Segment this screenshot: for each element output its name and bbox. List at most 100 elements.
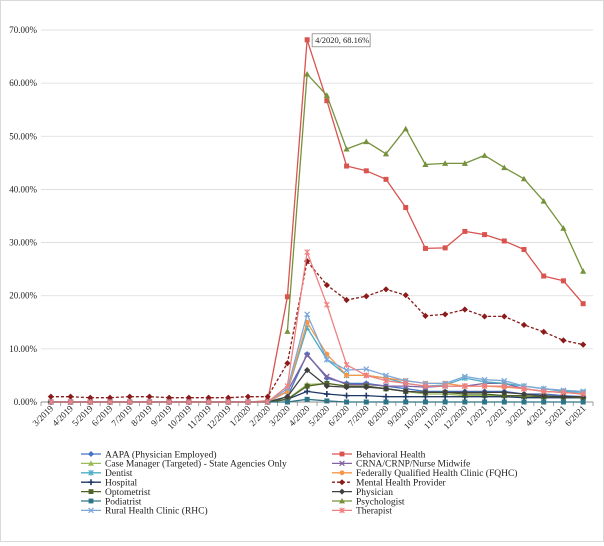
- data-point: [304, 383, 310, 389]
- data-point: [540, 198, 547, 204]
- y-tick-label: 40.00%: [9, 184, 37, 194]
- legend-item-optometrist: Optometrist: [81, 488, 151, 498]
- series-line: [286, 73, 584, 332]
- data-point: [126, 393, 133, 400]
- data-point: [343, 392, 350, 399]
- data-point: [580, 399, 586, 405]
- legend-label: CRNA/CRNP/Nurse Midwife: [356, 459, 470, 470]
- data-point: [383, 399, 389, 405]
- axes: 0.00% 10.00% 20.00% 30.00% 40.00% 50.00% 60.00…: [9, 25, 594, 431]
- data-point: [323, 92, 330, 98]
- data-point: [304, 388, 311, 395]
- legend-label: Case Manager (Targeted) - State Agencies…: [105, 459, 287, 470]
- x-tick-label: 4/2021: [523, 403, 548, 428]
- data-point: [323, 391, 330, 398]
- data-point: [284, 383, 291, 390]
- legend-item-case-manager-targeted-state-agencies-only: Case Manager (Targeted) - State Agencies…: [81, 459, 287, 470]
- y-tick-label: 50.00%: [9, 131, 37, 141]
- data-point: [402, 388, 409, 395]
- data-point: [501, 393, 507, 399]
- data-point: [323, 356, 330, 363]
- data-point: [580, 391, 587, 398]
- data-point: [442, 383, 449, 390]
- data-point: [264, 399, 271, 405]
- callout-label: 4/2020, 68.16%: [315, 35, 369, 45]
- data-point: [284, 399, 290, 405]
- data-point: [461, 160, 468, 166]
- data-point: [383, 372, 389, 379]
- data-point: [442, 399, 448, 405]
- legend-item-physician: Physician: [332, 488, 393, 498]
- plot-area: [41, 30, 593, 402]
- data-point: [383, 393, 389, 400]
- legend-label: Behavioral Health: [356, 450, 426, 460]
- legend-swatch-marker: [339, 479, 345, 486]
- y-tick-label: 60.00%: [9, 78, 37, 88]
- x-tick-label: 6/2019: [90, 403, 115, 428]
- legend-label: Optometrist: [105, 488, 151, 498]
- x-tick-label: 4/2019: [50, 403, 75, 428]
- data-point: [244, 393, 252, 400]
- x-tick-label: 1/2021: [464, 403, 489, 428]
- data-point: [481, 152, 488, 158]
- data-point: [422, 389, 429, 396]
- data-point: [403, 399, 409, 405]
- data-point: [304, 71, 311, 77]
- data-point: [580, 301, 586, 307]
- x-tick-label: 2/2020: [247, 403, 272, 428]
- legend-item-hospital: Hospital: [81, 479, 138, 489]
- data-point: [501, 399, 507, 405]
- data-point: [540, 328, 547, 335]
- data-point: [580, 268, 587, 274]
- data-point: [560, 225, 567, 231]
- data-point: [363, 384, 370, 391]
- legend-swatch-marker: [88, 460, 94, 466]
- legend-label: Federally Qualified Health Clinic (FQHC): [356, 468, 517, 479]
- x-tick-label: 3/2020: [267, 403, 292, 428]
- legend-label: Podiatrist: [105, 497, 142, 507]
- data-point: [47, 393, 54, 400]
- data-point: [482, 399, 488, 405]
- legend-item-crna-crnp-nurse-midwife: CRNA/CRNP/Nurse Midwife: [332, 459, 470, 470]
- data-point: [324, 98, 330, 104]
- data-point: [501, 238, 507, 244]
- series-lines: [47, 37, 587, 406]
- data-point: [87, 399, 94, 405]
- data-point: [501, 313, 508, 320]
- data-point: [481, 389, 488, 396]
- legend-swatch-marker: [339, 498, 345, 504]
- data-point: [245, 399, 251, 405]
- data-point: [225, 394, 232, 401]
- data-point: [481, 383, 488, 390]
- x-tick-label: 7/2020: [346, 403, 371, 428]
- data-point: [363, 366, 370, 373]
- data-point: [461, 306, 468, 313]
- legend-item-dentist: Dentist: [81, 469, 133, 479]
- data-point: [403, 204, 409, 210]
- data-point: [521, 399, 527, 405]
- data-point: [343, 367, 350, 374]
- data-point: [146, 399, 153, 405]
- data-point: [185, 399, 192, 405]
- data-point: [382, 286, 390, 293]
- data-point: [501, 377, 508, 384]
- data-point: [323, 281, 330, 289]
- data-point: [501, 164, 508, 171]
- y-tick-label: 30.00%: [9, 238, 37, 248]
- x-tick-label: 8/2019: [129, 403, 154, 428]
- data-point: [461, 373, 468, 380]
- data-point: [343, 361, 350, 368]
- data-point: [344, 163, 350, 169]
- data-point: [461, 383, 468, 390]
- data-point: [442, 160, 449, 166]
- data-point: [166, 394, 173, 401]
- data-point: [520, 321, 528, 329]
- data-callout: 4/2020, 68.16%: [311, 33, 371, 48]
- data-point: [402, 125, 409, 132]
- data-point: [422, 245, 428, 251]
- data-point: [520, 390, 528, 398]
- series-psychologist: [284, 71, 587, 334]
- data-point: [67, 399, 74, 405]
- legend-label: Rural Health Clinic (RHC): [105, 506, 208, 517]
